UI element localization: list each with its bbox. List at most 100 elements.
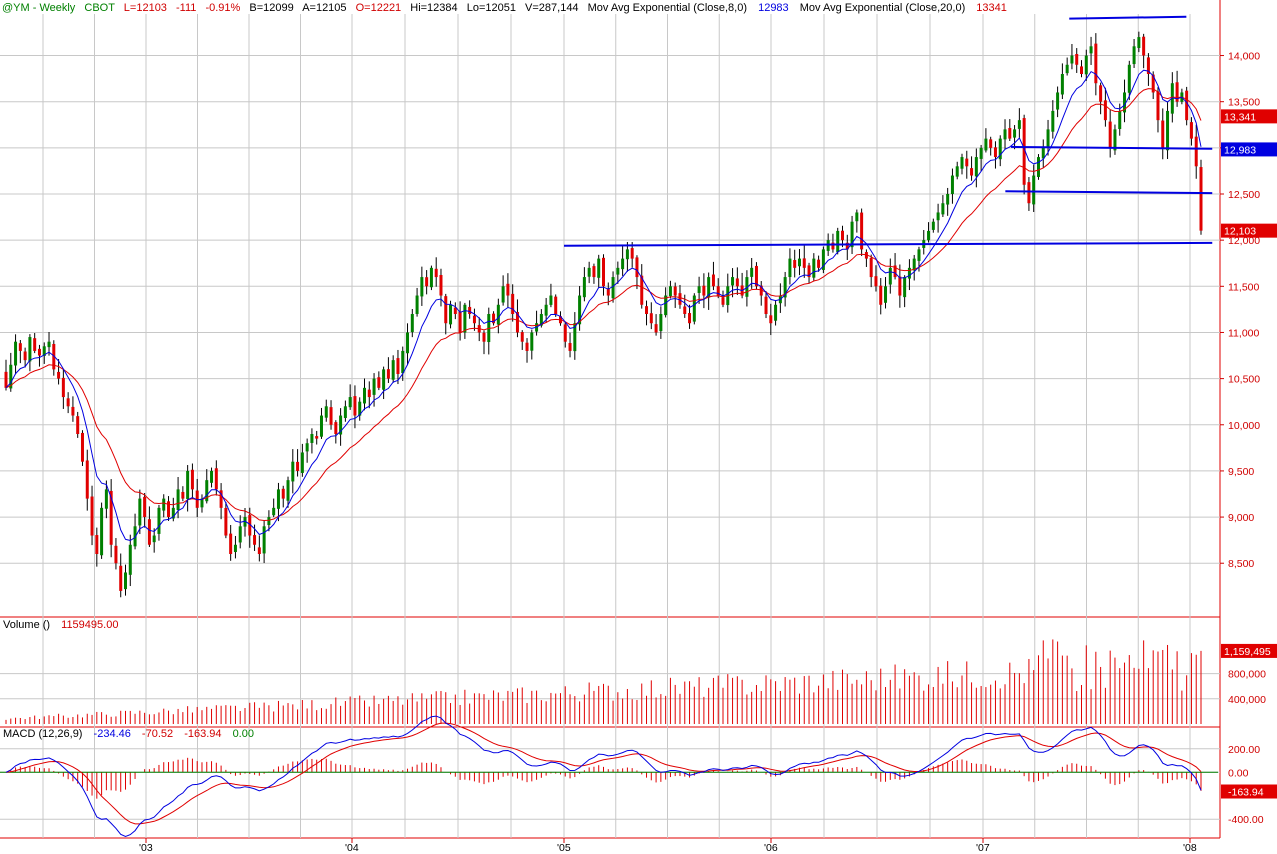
candle-body	[1108, 121, 1112, 148]
candle-body	[181, 491, 185, 499]
candle-body	[100, 507, 104, 556]
candle-body	[66, 398, 70, 407]
trendline	[563, 241, 1213, 247]
candle-body	[1194, 136, 1198, 167]
candle-body	[429, 267, 433, 288]
candle-body	[563, 324, 567, 342]
candle-body	[539, 314, 543, 326]
candle-body	[750, 267, 754, 277]
candle-body	[1032, 175, 1036, 205]
candle-body	[974, 157, 978, 177]
candle-body	[520, 332, 524, 342]
candle-body	[754, 265, 758, 287]
candle-body	[831, 242, 835, 250]
candle-body	[200, 498, 204, 508]
macd-title: MACD (12,26,9)	[3, 728, 82, 740]
candle-body	[47, 341, 51, 348]
candle-body	[71, 406, 75, 416]
candle-body	[1027, 182, 1031, 204]
candle-body	[415, 295, 419, 314]
candle-body	[1046, 129, 1050, 147]
change-pct: -0.91%	[205, 2, 240, 14]
candle-body	[286, 480, 290, 501]
candle-body	[176, 489, 180, 510]
candle-body	[1084, 55, 1088, 75]
candle-body	[453, 307, 457, 314]
candle-body	[606, 288, 610, 296]
candle-body	[807, 265, 811, 278]
candle-body	[444, 296, 448, 324]
date-label: '08	[1183, 842, 1197, 854]
price-tick-label: 10,500	[1228, 374, 1260, 386]
candle-body	[1199, 167, 1203, 231]
candle-body	[468, 306, 472, 314]
grid	[0, 0, 1221, 839]
candle-body	[917, 249, 921, 261]
candle-body	[931, 221, 935, 230]
price-axis: 8,500 9,000 9,500 10,000 10,500 11,000 11,500 1…	[1220, 51, 1277, 826]
candle-body	[683, 306, 687, 314]
candle-body	[912, 258, 916, 271]
candle-body	[1013, 129, 1017, 138]
macd-panel[interactable]	[0, 715, 1218, 838]
candle-body	[9, 364, 13, 389]
candle-body	[759, 285, 763, 296]
candle-body	[702, 285, 706, 296]
price-tick-label: 12,500	[1228, 189, 1260, 201]
change-value: -111	[176, 2, 196, 14]
candle-body	[855, 212, 859, 222]
candle-body	[214, 468, 218, 490]
candle-body	[147, 519, 151, 545]
candle-body	[80, 432, 84, 462]
candle-body	[970, 168, 974, 176]
candle-body	[482, 332, 486, 342]
macd-tick-label: -400.00	[1228, 814, 1264, 826]
candle-body	[774, 304, 778, 321]
candle-body	[458, 311, 462, 333]
trendline	[1011, 145, 1213, 150]
candle-body	[52, 343, 56, 370]
candle-body	[186, 470, 190, 500]
candle-body	[965, 158, 969, 167]
candle-body	[133, 526, 137, 547]
candle-body	[391, 360, 395, 380]
candle-body	[324, 406, 328, 418]
macd-tag-label: -163.94	[1228, 787, 1264, 799]
trendline	[1005, 190, 1213, 195]
candle-body	[936, 212, 940, 221]
candle-body	[649, 313, 653, 324]
candle-body	[946, 194, 950, 205]
candle-body	[167, 501, 171, 518]
candle-body	[449, 304, 453, 325]
candle-body	[735, 278, 739, 287]
volume-panel[interactable]	[5, 639, 1202, 724]
candle-body	[401, 350, 405, 374]
candle-body	[95, 535, 99, 554]
candle-body	[592, 266, 596, 278]
candle-body	[621, 258, 625, 270]
candle-body	[243, 517, 247, 527]
candle-body	[893, 265, 897, 278]
candle-body	[1166, 110, 1170, 151]
price-panel[interactable]	[4, 15, 1213, 598]
candle-body	[377, 377, 381, 388]
candle-body	[1132, 46, 1136, 65]
candle-body	[205, 480, 209, 502]
candle-body	[616, 267, 620, 275]
candle-body	[219, 490, 223, 508]
chart-header: @YM - Weekly CBOT L=12103 -111 -0.91% B=…	[2, 2, 1007, 14]
symbol-label: @YM - Weekly	[2, 2, 76, 14]
candle-body	[927, 230, 931, 241]
candle-body	[625, 249, 629, 260]
candle-body	[1175, 82, 1179, 102]
candle-body	[544, 304, 548, 316]
candle-body	[334, 422, 338, 434]
candle-body	[511, 293, 515, 314]
ema8-label: Mov Avg Exponential (Close,8,0)	[588, 2, 747, 14]
candle-body	[688, 313, 692, 324]
volume-tick-label: 800,000	[1228, 669, 1266, 681]
candle-body	[281, 488, 285, 499]
candle-body	[630, 248, 634, 259]
candle-body	[692, 295, 696, 322]
price-tick-label: 11,000	[1228, 327, 1259, 339]
